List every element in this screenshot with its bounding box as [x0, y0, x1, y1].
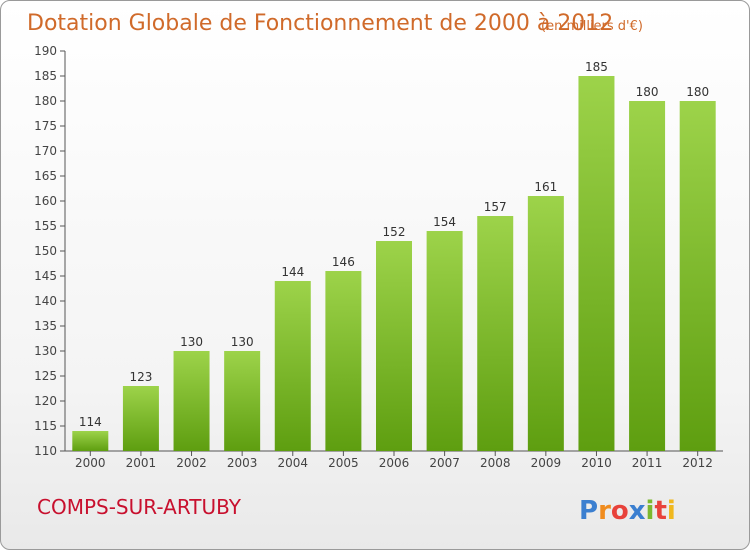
value-label-2008: 157 [484, 200, 507, 214]
value-label-2006: 152 [383, 225, 406, 239]
x-tick-label-2009: 2009 [531, 456, 562, 470]
y-tick-label: 175 [34, 119, 57, 133]
y-tick-label: 165 [34, 169, 57, 183]
bar-2005 [325, 271, 362, 451]
chart-title: Dotation Globale de Fonctionnement de 20… [27, 11, 613, 36]
x-tick-label-2003: 2003 [227, 456, 258, 470]
y-tick-label: 155 [34, 219, 57, 233]
logo-letter: t [654, 496, 666, 526]
bar-2010 [578, 76, 615, 451]
logo-letter: r [598, 496, 611, 526]
value-label-2007: 154 [433, 215, 456, 229]
y-tick-label: 130 [34, 344, 57, 358]
proxiti-logo: Proxiti [579, 496, 676, 526]
logo-letter: x [629, 496, 646, 526]
y-tick-label: 115 [34, 419, 57, 433]
bar-2004 [274, 281, 311, 451]
bar-2009 [527, 196, 564, 451]
y-tick-label: 120 [34, 394, 57, 408]
x-tick-label-2000: 2000 [75, 456, 106, 470]
bar-2003 [224, 351, 261, 451]
y-tick-label: 125 [34, 369, 57, 383]
logo-letter: P [579, 496, 598, 526]
logo-letter: o [611, 496, 629, 526]
value-label-2000: 114 [79, 415, 102, 429]
y-tick-label: 170 [34, 144, 57, 158]
x-tick-label-2010: 2010 [581, 456, 612, 470]
x-tick-group: 2000 2001 2002 2003 2004 2005 2006 2007 2008 2009… [75, 451, 713, 470]
bar-group: 114 123 130 130 144 146 152 154 157 161 185 180 180 [72, 60, 716, 451]
x-tick-label-2005: 2005 [328, 456, 359, 470]
value-label-2009: 161 [534, 180, 557, 194]
y-tick-label: 160 [34, 194, 57, 208]
y-tick-label: 135 [34, 319, 57, 333]
x-tick-label-2001: 2001 [126, 456, 157, 470]
value-label-2001: 123 [129, 370, 152, 384]
x-tick-label-2011: 2011 [632, 456, 663, 470]
y-tick-label: 110 [34, 444, 57, 458]
bar-2001 [122, 386, 159, 451]
bar-2012 [679, 101, 716, 451]
y-tick-label: 145 [34, 269, 57, 283]
y-tick-label: 150 [34, 244, 57, 258]
bar-2006 [376, 241, 412, 451]
value-label-2011: 180 [636, 85, 659, 99]
y-tick-group: 110 115 120 125 130 135 140 145 150 155 160 165 170 1… [34, 44, 65, 458]
value-label-2005: 146 [332, 255, 355, 269]
y-tick-label: 180 [34, 94, 57, 108]
value-label-2003: 130 [231, 335, 254, 349]
logo-letter: i [667, 496, 676, 526]
x-tick-label-2002: 2002 [176, 456, 207, 470]
y-tick-label: 140 [34, 294, 57, 308]
bar-2007 [426, 231, 463, 451]
chart-unit: (en milliers d'€) [541, 19, 643, 34]
commune-name: COMPS-SUR-ARTUBY [37, 495, 242, 519]
logo-letter: i [646, 496, 655, 526]
y-tick-label: 190 [34, 44, 57, 58]
value-label-2004: 144 [281, 265, 304, 279]
bar-2002 [173, 351, 210, 451]
x-tick-label-2008: 2008 [480, 456, 511, 470]
y-tick-label: 185 [34, 69, 57, 83]
x-tick-label-2004: 2004 [277, 456, 308, 470]
value-label-2012: 180 [686, 85, 709, 99]
value-label-2010: 185 [585, 60, 608, 74]
x-tick-label-2007: 2007 [429, 456, 460, 470]
x-tick-label-2006: 2006 [379, 456, 410, 470]
bar-2008 [477, 216, 514, 451]
x-tick-label-2012: 2012 [682, 456, 713, 470]
bar-2011 [629, 101, 666, 451]
value-label-2002: 130 [180, 335, 203, 349]
bar-2000 [72, 431, 109, 451]
